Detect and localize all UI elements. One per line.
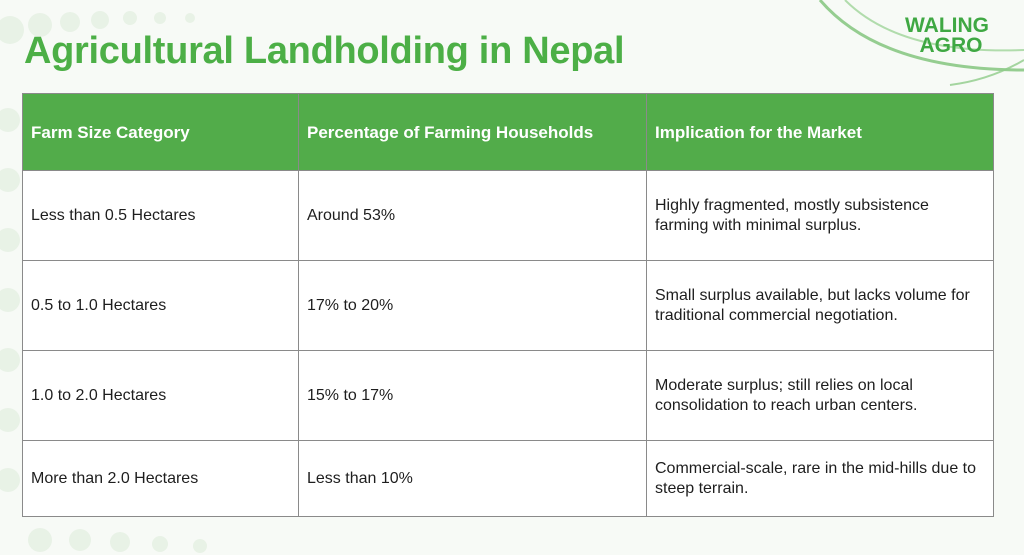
cell-farm-size: More than 2.0 Hectares (22, 440, 299, 517)
table-header-row: Farm Size Category Percentage of Farming… (22, 93, 994, 171)
logo-line-2: AGRO (919, 34, 983, 57)
cell-implication: Highly fragmented, mostly subsistence fa… (646, 170, 994, 261)
cell-percentage: Less than 10% (298, 440, 647, 517)
logo-line-1: WALING (905, 14, 989, 37)
cell-percentage: 15% to 17% (298, 350, 647, 441)
cell-percentage: Around 53% (298, 170, 647, 261)
cell-farm-size: 0.5 to 1.0 Hectares (22, 260, 299, 351)
landholding-table: Farm Size Category Percentage of Farming… (22, 93, 994, 517)
cell-percentage: 17% to 20% (298, 260, 647, 351)
brand-logo: WALING AGRO (905, 14, 989, 57)
cell-farm-size: Less than 0.5 Hectares (22, 170, 299, 261)
table-row: More than 2.0 Hectares Less than 10% Com… (22, 440, 994, 517)
table-row: Less than 0.5 Hectares Around 53% Highly… (22, 170, 994, 261)
cell-farm-size: 1.0 to 2.0 Hectares (22, 350, 299, 441)
cell-implication: Moderate surplus; still relies on local … (646, 350, 994, 441)
table-row: 0.5 to 1.0 Hectares 17% to 20% Small sur… (22, 260, 994, 351)
cell-implication: Small surplus available, but lacks volum… (646, 260, 994, 351)
page-title: Agricultural Landholding in Nepal (24, 30, 625, 72)
header-implication: Implication for the Market (646, 93, 994, 171)
header-farm-size: Farm Size Category (22, 93, 299, 171)
cell-implication: Commercial-scale, rare in the mid-hills … (646, 440, 994, 517)
header-percentage: Percentage of Farming Households (298, 93, 647, 171)
table-row: 1.0 to 2.0 Hectares 15% to 17% Moderate … (22, 350, 994, 441)
